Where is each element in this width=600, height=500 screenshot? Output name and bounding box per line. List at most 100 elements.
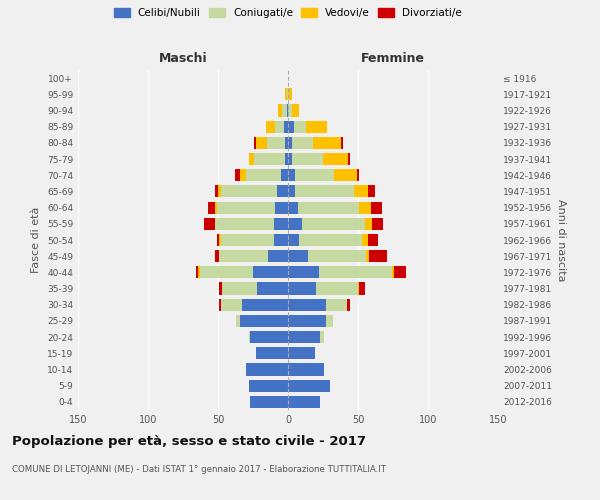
Bar	[292, 137, 313, 149]
Text: Maschi: Maschi	[158, 52, 208, 65]
Bar	[285, 137, 288, 149]
Bar	[319, 266, 392, 278]
Bar	[288, 315, 326, 327]
Bar	[278, 104, 283, 117]
Bar	[196, 266, 199, 278]
Bar	[285, 153, 288, 165]
Bar	[221, 298, 242, 311]
Bar	[218, 186, 221, 198]
Bar	[292, 104, 299, 117]
Bar	[288, 250, 308, 262]
Bar	[267, 137, 285, 149]
Bar	[235, 169, 241, 181]
Bar	[285, 88, 287, 101]
Y-axis label: Fasce di età: Fasce di età	[31, 207, 41, 273]
Bar	[277, 186, 288, 198]
Bar	[236, 315, 241, 327]
Bar	[326, 298, 347, 311]
Bar	[215, 218, 274, 230]
Bar	[362, 234, 368, 246]
Bar	[394, 266, 406, 278]
Bar	[288, 104, 292, 117]
Bar	[253, 266, 288, 278]
Text: Femmine: Femmine	[361, 52, 425, 65]
Bar	[288, 266, 319, 278]
Bar	[199, 266, 200, 278]
Bar	[359, 282, 365, 294]
Bar	[306, 120, 327, 132]
Bar	[320, 331, 325, 343]
Bar	[288, 348, 314, 360]
Bar	[288, 364, 325, 376]
Bar	[222, 282, 257, 294]
Bar	[281, 169, 288, 181]
Bar	[266, 120, 275, 132]
Bar	[215, 186, 218, 198]
Legend: Celibi/Nubili, Coniugati/e, Vedovi/e, Divorziati/e: Celibi/Nubili, Coniugati/e, Vedovi/e, Di…	[114, 8, 462, 18]
Bar	[241, 315, 288, 327]
Bar	[254, 137, 256, 149]
Bar	[274, 234, 288, 246]
Bar	[288, 218, 302, 230]
Bar	[246, 169, 281, 181]
Bar	[341, 137, 343, 149]
Bar	[287, 88, 288, 101]
Bar	[256, 348, 288, 360]
Bar	[241, 169, 246, 181]
Bar	[372, 218, 383, 230]
Bar	[288, 137, 292, 149]
Bar	[369, 250, 388, 262]
Bar	[354, 186, 368, 198]
Bar	[371, 202, 382, 213]
Text: Popolazione per età, sesso e stato civile - 2017: Popolazione per età, sesso e stato civil…	[12, 435, 366, 448]
Bar	[283, 104, 287, 117]
Bar	[368, 234, 377, 246]
Bar	[359, 202, 371, 213]
Bar	[250, 396, 288, 408]
Bar	[220, 298, 221, 311]
Bar	[217, 234, 220, 246]
Bar	[347, 298, 350, 311]
Bar	[220, 282, 222, 294]
Bar	[220, 250, 268, 262]
Bar	[242, 298, 288, 311]
Bar	[288, 153, 292, 165]
Bar	[287, 104, 288, 117]
Bar	[215, 250, 220, 262]
Bar	[356, 169, 359, 181]
Bar	[275, 202, 288, 213]
Bar	[288, 169, 295, 181]
Bar	[275, 120, 284, 132]
Bar	[392, 266, 394, 278]
Bar	[292, 153, 323, 165]
Bar	[295, 169, 334, 181]
Bar	[316, 282, 358, 294]
Bar	[288, 88, 289, 101]
Bar	[368, 186, 375, 198]
Bar	[365, 218, 372, 230]
Bar	[249, 380, 288, 392]
Bar	[221, 234, 274, 246]
Bar	[288, 396, 320, 408]
Bar	[288, 282, 316, 294]
Bar	[288, 298, 326, 311]
Bar	[268, 250, 288, 262]
Bar	[246, 364, 288, 376]
Bar	[208, 202, 215, 213]
Bar	[326, 315, 333, 327]
Bar	[288, 186, 295, 198]
Text: COMUNE DI LETOJANNI (ME) - Dati ISTAT 1° gennaio 2017 - Elaborazione TUTTITALIA.: COMUNE DI LETOJANNI (ME) - Dati ISTAT 1°…	[12, 465, 386, 474]
Bar	[220, 234, 221, 246]
Bar	[358, 282, 359, 294]
Bar	[302, 218, 365, 230]
Bar	[313, 137, 341, 149]
Bar	[256, 137, 267, 149]
Bar	[299, 234, 362, 246]
Bar	[288, 202, 298, 213]
Bar	[288, 120, 293, 132]
Bar	[221, 186, 277, 198]
Bar	[288, 234, 299, 246]
Bar	[204, 218, 215, 230]
Bar	[367, 250, 369, 262]
Bar	[348, 153, 350, 165]
